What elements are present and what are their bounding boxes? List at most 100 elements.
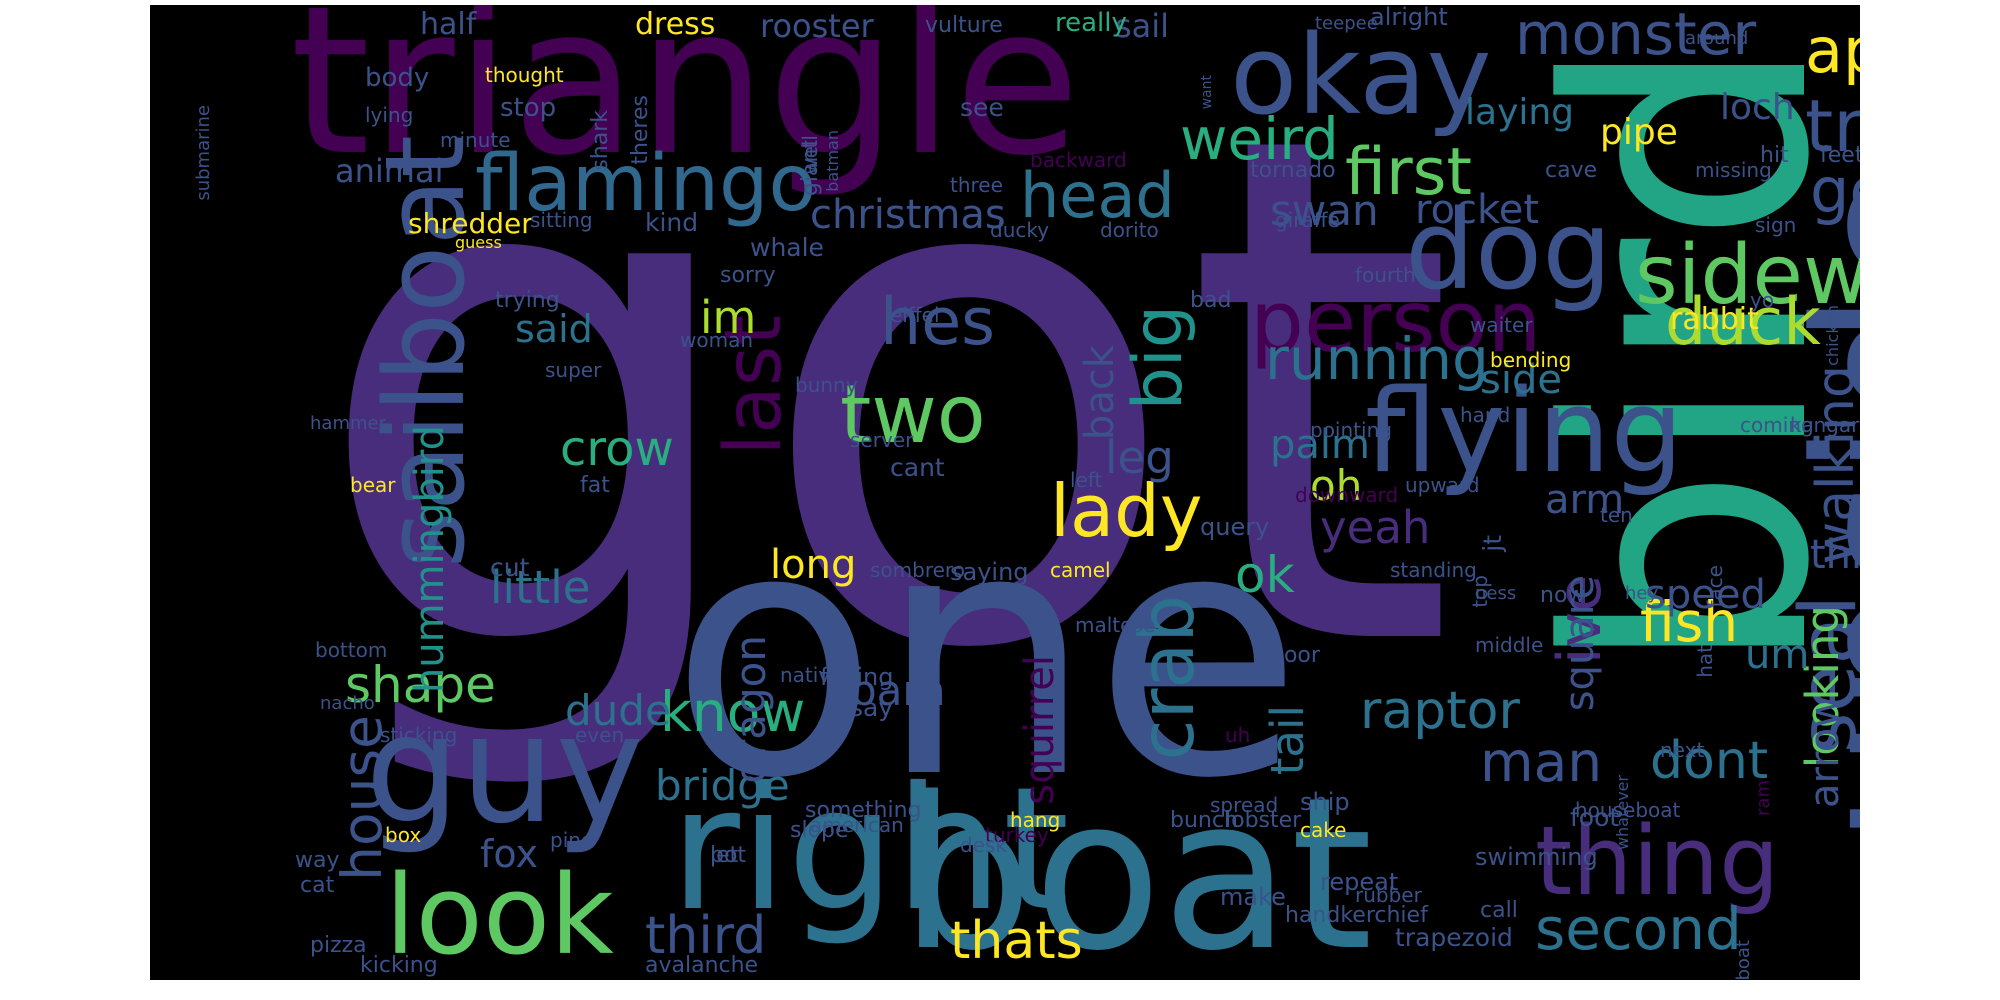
word-cake: cake bbox=[1300, 818, 1347, 842]
word-ship: ship bbox=[1300, 788, 1350, 816]
word-hes: hes bbox=[880, 285, 996, 360]
word-ten: ten bbox=[1600, 503, 1633, 527]
word-around: around bbox=[1685, 28, 1749, 49]
word-submarine: submarine bbox=[193, 105, 214, 201]
word-uh: uh bbox=[1225, 723, 1251, 747]
word-maltese: maltese bbox=[1075, 613, 1156, 637]
word-giraffe: giraffe bbox=[1275, 208, 1340, 232]
word-bear: bear bbox=[350, 473, 396, 497]
word-know: know bbox=[660, 680, 806, 744]
word-tornado: tornado bbox=[1250, 158, 1336, 183]
word-dress: dress bbox=[635, 7, 716, 42]
word-hummingbird: hummingbird bbox=[407, 425, 453, 694]
word-big: big bbox=[1119, 305, 1198, 411]
word-something: something bbox=[805, 798, 922, 823]
word-okay: okay bbox=[1230, 11, 1492, 139]
word-sign: sign bbox=[1755, 213, 1797, 237]
word-pointing: pointing bbox=[1310, 418, 1392, 442]
word-christmas: christmas bbox=[810, 192, 1006, 238]
word-said: said bbox=[515, 307, 593, 351]
word-arm: arm bbox=[1545, 477, 1625, 523]
word-long: long bbox=[770, 542, 857, 588]
word-dont: dont bbox=[1650, 731, 1769, 791]
word-lady: lady bbox=[1050, 469, 1203, 553]
word-bunch: bunch bbox=[1170, 808, 1238, 833]
word-handkerchief: handkerchief bbox=[1285, 903, 1428, 928]
word-leg: leg bbox=[1105, 431, 1174, 484]
word-feet: feet bbox=[1820, 143, 1860, 168]
word-pipe: pipe bbox=[1600, 112, 1678, 153]
word-say: say bbox=[850, 693, 894, 722]
word-boat: boat bbox=[900, 752, 1373, 980]
word-theres: theres bbox=[628, 95, 653, 165]
word-arrow: arrow bbox=[1802, 695, 1848, 809]
word-squirrel: squirrel bbox=[1017, 655, 1063, 805]
word-two: two bbox=[840, 368, 986, 461]
word-im: im bbox=[700, 291, 757, 344]
word-hat: hat bbox=[1693, 645, 1717, 678]
word-nacho: nacho bbox=[320, 693, 375, 714]
word-swimming: swimming bbox=[1475, 843, 1598, 871]
word-sorry: sorry bbox=[720, 263, 776, 288]
word-minute: minute bbox=[440, 128, 511, 152]
word-body: body bbox=[365, 63, 430, 93]
word-going: going bbox=[1810, 154, 1860, 227]
word-really: really bbox=[1055, 8, 1127, 38]
word-facing: facing bbox=[820, 663, 894, 691]
word-lying: lying bbox=[365, 103, 414, 127]
word-man: man bbox=[1480, 730, 1603, 794]
word-hit: hit bbox=[1760, 143, 1789, 168]
word-second: second bbox=[1535, 895, 1742, 963]
word-half: half bbox=[420, 7, 477, 42]
word-guess: guess bbox=[455, 233, 502, 252]
word-third: third bbox=[645, 906, 767, 966]
word-triangle: triangle bbox=[290, 5, 1081, 201]
word-think: think bbox=[1810, 532, 1860, 578]
word-left: left bbox=[1070, 468, 1103, 492]
word-pizza: pizza bbox=[310, 933, 367, 958]
word-door: door bbox=[1270, 643, 1320, 668]
word-fat: fat bbox=[580, 473, 610, 498]
word-standing: standing bbox=[1390, 558, 1477, 582]
word-pine: pine bbox=[550, 828, 594, 852]
word-let: let bbox=[710, 843, 739, 868]
word-cave: cave bbox=[1545, 158, 1598, 183]
word-whale: whale bbox=[750, 233, 824, 262]
word-thing: thing bbox=[1535, 807, 1780, 917]
word-turkey: turkey bbox=[985, 823, 1049, 847]
word-lobster: lobster bbox=[1225, 808, 1302, 833]
word-got: got bbox=[310, 5, 1458, 802]
word-three: three bbox=[950, 173, 1003, 197]
word-right: right bbox=[670, 751, 1070, 949]
word-want: want bbox=[1199, 75, 1215, 110]
word-sombrero: sombrero bbox=[870, 558, 965, 582]
word-downward: downward bbox=[1295, 483, 1399, 507]
word-kind: kind bbox=[645, 208, 699, 237]
word-flying: flying bbox=[1365, 365, 1684, 499]
word-back: back bbox=[1077, 345, 1123, 441]
word-bending: bending bbox=[1490, 348, 1572, 372]
word-duck: duck bbox=[1665, 285, 1821, 360]
word-um: um bbox=[1745, 632, 1810, 678]
word-query: query bbox=[1200, 513, 1270, 541]
word-upward: upward bbox=[1405, 473, 1480, 497]
word-hey: hey bbox=[1625, 583, 1659, 604]
word-middle: middle bbox=[1475, 633, 1544, 657]
word-trapezoid: trapezoid bbox=[1395, 923, 1513, 952]
word-speed: speed bbox=[1645, 572, 1766, 618]
word-dragon: dragon bbox=[726, 635, 775, 784]
word-teepee: teepee bbox=[1315, 13, 1378, 34]
word-chicken: chicken bbox=[1823, 305, 1842, 366]
word-batman: batman bbox=[823, 130, 842, 192]
word-box: box bbox=[385, 823, 422, 847]
word-native: native bbox=[780, 663, 843, 687]
word-shape: shape bbox=[345, 656, 496, 714]
word-loch: loch bbox=[1720, 87, 1795, 128]
word-slope: slope bbox=[790, 818, 849, 843]
word-person: person bbox=[1250, 273, 1542, 372]
word-first: first bbox=[1345, 135, 1473, 210]
word-foot: foot bbox=[1570, 803, 1620, 832]
word-guy: guy bbox=[365, 683, 645, 857]
word-dude: dude bbox=[565, 686, 671, 735]
word-alright: alright bbox=[1370, 5, 1448, 31]
